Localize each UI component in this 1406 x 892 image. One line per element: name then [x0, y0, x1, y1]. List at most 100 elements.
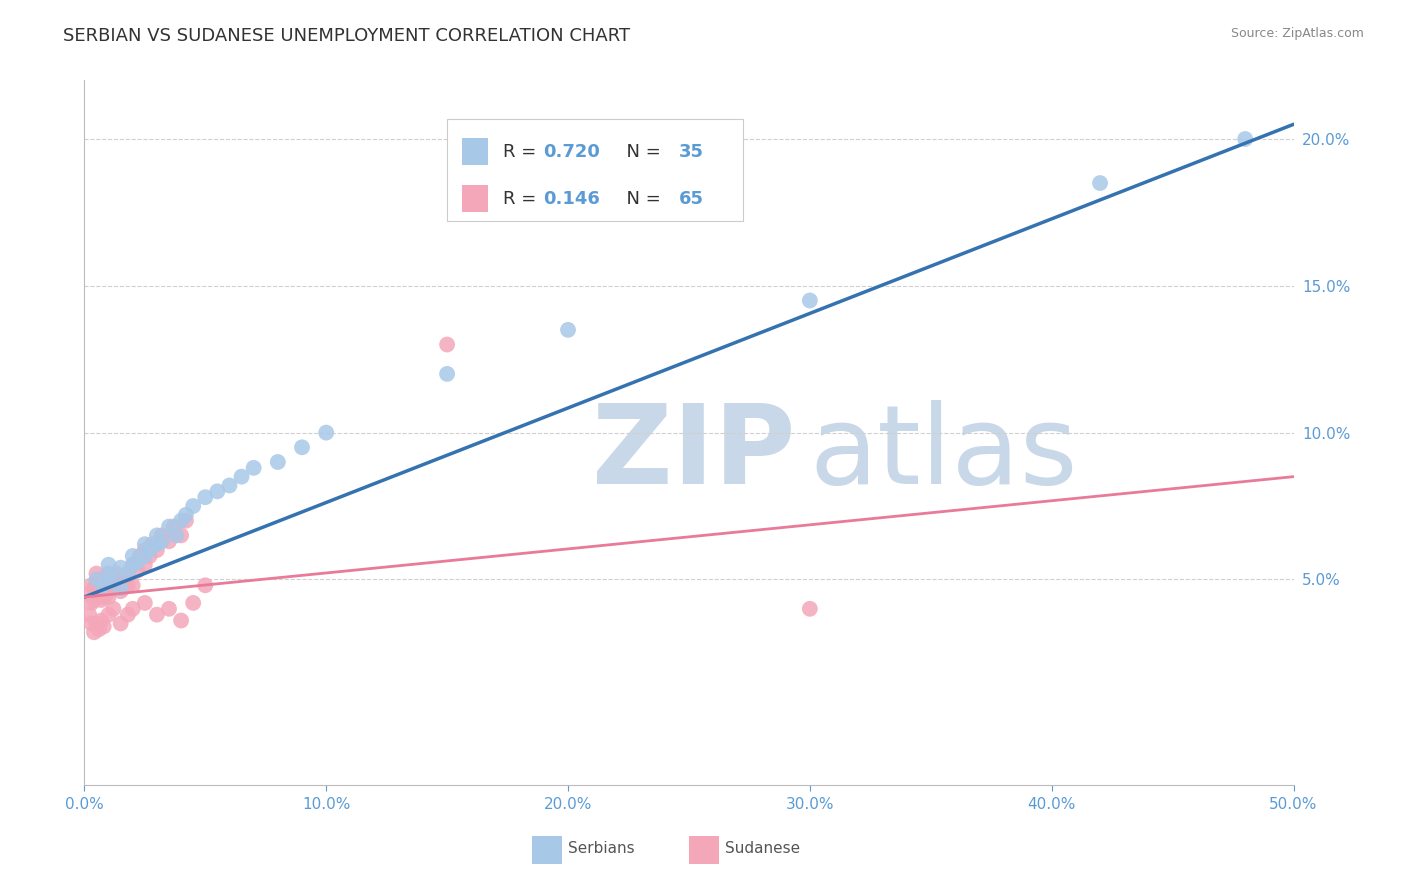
Point: [436, 337, 458, 351]
Point: [150, 534, 173, 549]
Point: [97, 607, 120, 622]
Point: [90, 581, 112, 595]
Point: [146, 528, 169, 542]
Point: [110, 616, 132, 631]
Bar: [461, 186, 488, 212]
Point: [86, 616, 108, 631]
Point: [94, 575, 117, 590]
Point: [114, 573, 136, 587]
Point: [117, 578, 139, 592]
Point: [146, 607, 169, 622]
Text: R =: R =: [503, 143, 541, 161]
Point: [194, 490, 217, 504]
Point: [104, 578, 127, 592]
Point: [146, 537, 169, 551]
Text: ZIP: ZIP: [592, 401, 796, 508]
Point: [134, 549, 156, 563]
Bar: [461, 138, 488, 165]
Point: [121, 578, 143, 592]
Point: [87, 573, 110, 587]
Point: [146, 543, 169, 558]
Point: [799, 601, 821, 615]
Point: [90, 593, 112, 607]
Point: [127, 555, 149, 569]
Point: [134, 596, 156, 610]
Point: [194, 578, 217, 592]
Point: [87, 623, 110, 637]
Point: [93, 590, 115, 604]
Text: Source: ZipAtlas.com: Source: ZipAtlas.com: [1230, 27, 1364, 40]
Point: [107, 575, 129, 590]
Point: [121, 601, 143, 615]
Point: [150, 528, 173, 542]
Text: 35: 35: [679, 143, 704, 161]
Point: [117, 607, 139, 622]
Point: [86, 578, 108, 592]
Point: [103, 573, 125, 587]
Point: [157, 534, 180, 549]
Point: [93, 619, 115, 633]
Text: SERBIAN VS SUDANESE UNEMPLOYMENT CORRELATION CHART: SERBIAN VS SUDANESE UNEMPLOYMENT CORRELA…: [63, 27, 630, 45]
Point: [97, 566, 120, 581]
Bar: [689, 836, 720, 863]
Point: [141, 537, 163, 551]
Point: [170, 614, 193, 628]
Point: [86, 573, 108, 587]
Point: [77, 587, 100, 601]
Point: [83, 593, 105, 607]
Point: [242, 460, 264, 475]
Text: Serbians: Serbians: [568, 841, 634, 856]
Text: 65: 65: [679, 190, 704, 208]
Point: [103, 601, 125, 615]
Point: [138, 549, 160, 563]
Point: [110, 573, 132, 587]
Point: [90, 614, 112, 628]
Point: [1088, 176, 1111, 190]
Point: [110, 581, 132, 595]
Point: [436, 367, 458, 381]
Point: [157, 601, 180, 615]
Point: [174, 514, 197, 528]
Point: [157, 519, 180, 533]
Point: [80, 616, 103, 631]
Point: [97, 566, 120, 581]
Point: [267, 455, 290, 469]
Text: 0.720: 0.720: [543, 143, 599, 161]
Point: [174, 508, 197, 522]
Point: [97, 584, 120, 599]
Point: [103, 581, 125, 595]
Point: [134, 543, 156, 558]
Point: [163, 519, 186, 533]
Point: [129, 549, 152, 563]
Point: [86, 590, 108, 604]
Text: N =: N =: [616, 190, 666, 208]
Point: [83, 581, 105, 595]
Point: [83, 625, 105, 640]
Point: [138, 543, 160, 558]
Bar: [531, 836, 562, 863]
Point: [93, 578, 115, 592]
Point: [117, 566, 139, 581]
Point: [291, 440, 314, 454]
Point: [170, 528, 193, 542]
Point: [104, 566, 127, 581]
Point: [121, 558, 143, 572]
Point: [207, 484, 229, 499]
Point: [557, 323, 579, 337]
Point: [112, 581, 135, 595]
Point: [315, 425, 337, 440]
Point: [134, 537, 156, 551]
Point: [77, 607, 100, 622]
Text: Sudanese: Sudanese: [725, 841, 800, 856]
FancyBboxPatch shape: [447, 119, 744, 221]
Text: N =: N =: [616, 143, 666, 161]
Point: [87, 584, 110, 599]
Point: [1234, 132, 1257, 146]
Point: [181, 596, 204, 610]
Text: atlas: atlas: [810, 401, 1078, 508]
Point: [97, 590, 120, 604]
Point: [170, 514, 193, 528]
Point: [231, 469, 253, 483]
Point: [97, 578, 120, 592]
Point: [80, 578, 103, 592]
